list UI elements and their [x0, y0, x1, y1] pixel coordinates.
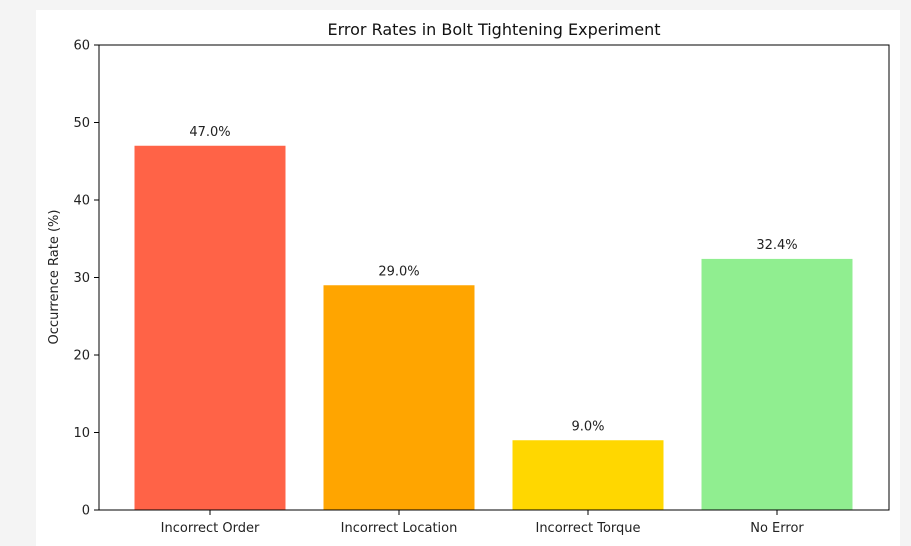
x-ticks-layer: Incorrect Order Incorrect Location Incorre…	[161, 510, 804, 536]
bar-incorrect-torque	[512, 440, 664, 510]
bar-no-error	[701, 258, 853, 510]
chart-title: Error Rates in Bolt Tightening Experimen…	[328, 20, 661, 39]
x-tick-label: Incorrect Order	[161, 521, 260, 536]
y-tick-label: 60	[73, 39, 90, 54]
bar-incorrect-order	[134, 145, 286, 510]
data-label: 9.0%	[571, 419, 604, 434]
y-tick-label: 20	[73, 349, 90, 364]
y-axis-label: Occurrence Rate (%)	[47, 210, 62, 345]
y-tick-label: 10	[73, 426, 90, 441]
bars-layer	[134, 145, 853, 510]
data-label: 32.4%	[756, 238, 797, 253]
data-labels-layer: 47.0% 29.0% 9.0% 32.4%	[189, 125, 797, 435]
x-tick-label: Incorrect Location	[341, 521, 458, 536]
x-tick-label: No Error	[750, 521, 804, 536]
y-tick-label: 0	[82, 504, 90, 519]
x-tick-label: Incorrect Torque	[535, 521, 640, 536]
y-tick-label: 40	[73, 194, 90, 209]
y-tick-label: 50	[73, 116, 90, 131]
plot-area-frame	[98, 44, 890, 511]
y-ticks-layer: 0 10 20 30 40 50 60	[73, 39, 99, 519]
bar-incorrect-location	[323, 285, 475, 510]
data-label: 47.0%	[189, 125, 230, 140]
y-tick-label: 30	[73, 271, 90, 286]
data-label: 29.0%	[378, 264, 419, 279]
